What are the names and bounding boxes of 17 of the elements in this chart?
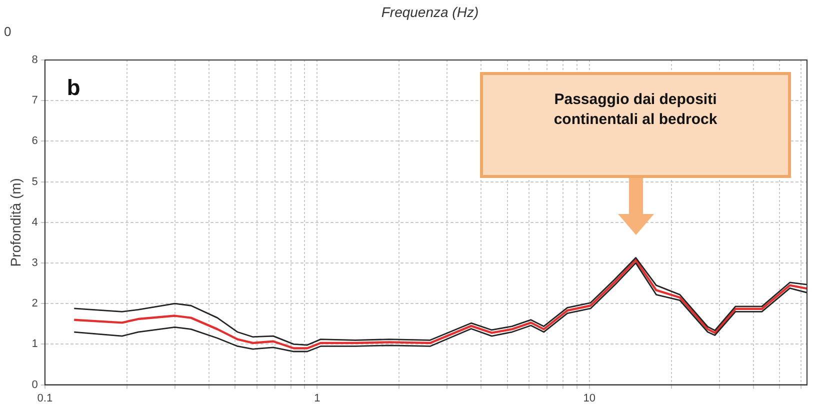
- y-tick-label: 1: [32, 338, 38, 350]
- y-tick-label: 8: [32, 54, 38, 66]
- text: 0: [4, 24, 12, 39]
- y-tick-label: 3: [32, 257, 38, 270]
- x-tick-label: 1: [314, 392, 320, 404]
- x-tick-label: 0.1: [37, 392, 53, 404]
- y-tick-label: 0: [32, 378, 38, 391]
- y-tick-label: 2: [32, 298, 38, 310]
- y-tick-label: 4: [32, 216, 38, 228]
- x-axis-title: Frequenza (Hz): [380, 4, 480, 20]
- x-tick-label: 10: [583, 392, 596, 404]
- annotation: b: [66, 75, 80, 100]
- y-tick-label: 6: [32, 135, 38, 148]
- y-axis-title: Profondità (m): [7, 178, 24, 267]
- y-tick-label: 7: [32, 94, 38, 107]
- y-tick-label: 5: [32, 176, 38, 188]
- annotation: Passaggio dai depositi continentali al bedrock: [552, 90, 718, 130]
